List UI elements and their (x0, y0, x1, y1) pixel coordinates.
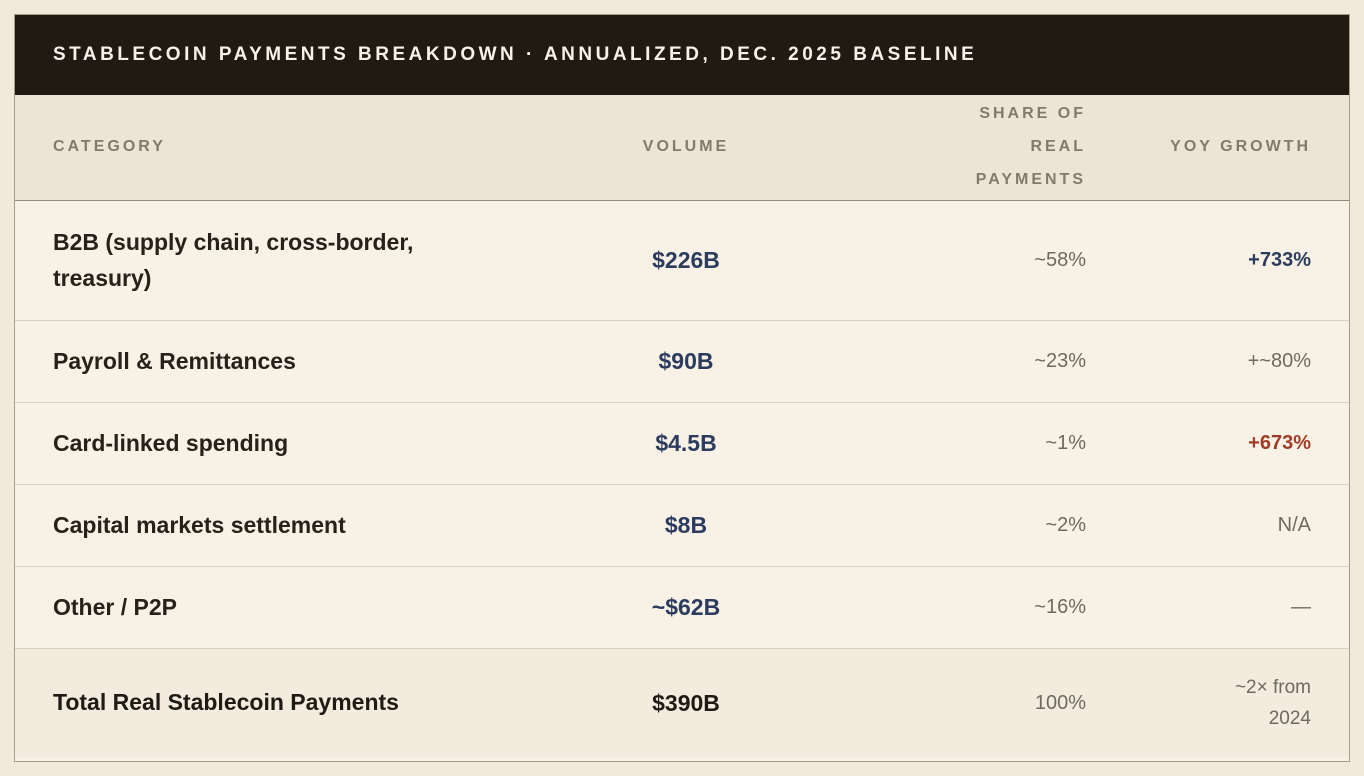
table-title: STABLECOIN PAYMENTS BREAKDOWN · ANNUALIZ… (53, 44, 978, 65)
table-title-bar: STABLECOIN PAYMENTS BREAKDOWN · ANNUALIZ… (15, 15, 1349, 95)
table-row: Payroll & Remittances $90B ~23% +~80% (15, 321, 1349, 403)
volume-cell: $390B (652, 689, 720, 716)
yoy-growth-cell: — (1291, 596, 1311, 618)
table-header-row: CATEGORY VOLUME SHARE OF REAL PAYMENTS Y… (15, 95, 1349, 201)
column-header-category: CATEGORY (53, 138, 166, 156)
column-header-volume: VOLUME (642, 138, 730, 156)
column-header-share: SHARE OF REAL PAYMENTS (975, 105, 1086, 188)
stablecoin-payments-table-card: STABLECOIN PAYMENTS BREAKDOWN · ANNUALIZ… (14, 14, 1350, 762)
yoy-growth-cell: +673% (1248, 432, 1311, 454)
category-cell: Total Real Stablecoin Payments (53, 689, 399, 716)
category-cell: Payroll & Remittances (53, 347, 296, 374)
table-row: B2B (supply chain, cross-border, treasur… (15, 201, 1349, 321)
table-row: Other / P2P ~$62B ~16% — (15, 567, 1349, 649)
volume-cell: $8B (664, 512, 708, 538)
share-cell: 100% (1034, 691, 1086, 714)
share-cell: ~58% (1034, 249, 1086, 271)
volume-cell: ~$62B (651, 594, 721, 620)
category-cell: Capital markets settlement (53, 511, 346, 538)
volume-cell: $90B (658, 348, 714, 374)
share-cell: ~23% (1034, 350, 1086, 372)
volume-cell: $226B (652, 247, 720, 273)
share-cell: ~16% (1034, 596, 1086, 618)
yoy-growth-cell: N/A (1277, 514, 1311, 536)
share-cell: ~1% (1045, 432, 1086, 454)
column-header-yoy-growth: YOY GROWTH (1170, 138, 1311, 156)
table-row: Capital markets settlement $8B ~2% N/A (15, 485, 1349, 567)
yoy-growth-cell: +733% (1248, 249, 1311, 271)
share-cell: ~2% (1045, 514, 1086, 536)
table-total-row: Total Real Stablecoin Payments $390B 100… (15, 649, 1349, 757)
yoy-growth-cell: ~2× from 2024 (1234, 676, 1311, 729)
volume-cell: $4.5B (655, 430, 717, 456)
table-row: Card-linked spending $4.5B ~1% +673% (15, 403, 1349, 485)
yoy-growth-cell: +~80% (1247, 350, 1311, 372)
category-cell: Card-linked spending (53, 429, 289, 456)
category-cell: Other / P2P (53, 593, 177, 620)
category-cell: B2B (supply chain, cross-border, treasur… (53, 228, 414, 291)
